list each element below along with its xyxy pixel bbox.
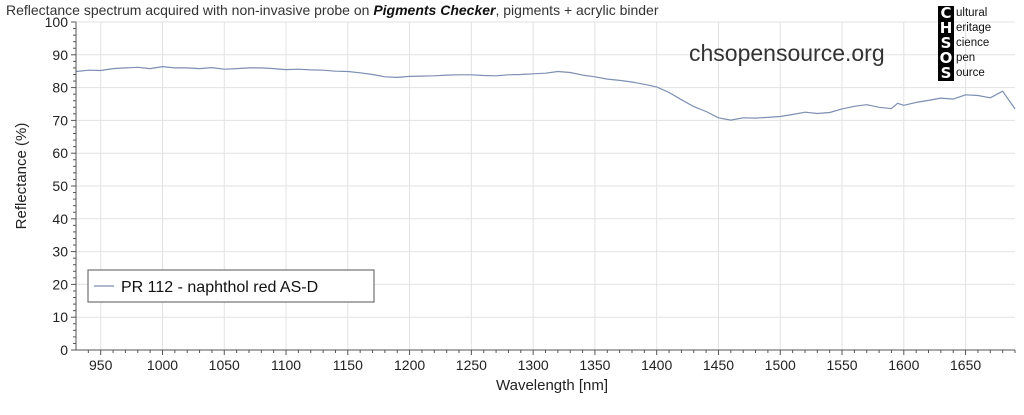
y-tick-label: 100 (45, 14, 69, 30)
y-tick-label: 50 (52, 178, 68, 194)
chart-title-prefix: Reflectance spectrum acquired with non-i… (6, 2, 374, 18)
series-line (75, 65, 1016, 121)
logo-word: pen (956, 52, 976, 64)
y-tick-label: 30 (52, 244, 68, 260)
x-tick-label: 1250 (456, 357, 487, 373)
y-axis-label: Reflectance (%) (13, 123, 30, 230)
chart-legend: PR 112 - naphthol red AS-D (87, 269, 375, 303)
x-tick-label: 1050 (209, 357, 240, 373)
logo-word: eritage (956, 22, 992, 34)
chart-title: Reflectance spectrum acquired with non-i… (6, 2, 659, 18)
x-tick-label: 1650 (950, 357, 981, 373)
x-tick-label: 1300 (518, 357, 549, 373)
y-tick-label: 60 (52, 145, 68, 161)
logo-word: cience (956, 37, 990, 49)
logo-letter: O (938, 49, 954, 67)
y-tick-label: 40 (52, 211, 68, 227)
x-tick-label: 1400 (641, 357, 672, 373)
x-tick-label: 1600 (888, 357, 919, 373)
logo-letter: C (938, 6, 954, 21)
logo-word: ource (956, 67, 985, 79)
y-tick-label: 10 (52, 309, 68, 325)
website-watermark: chsopensource.org (689, 40, 885, 66)
logo-letter: S (938, 66, 954, 81)
x-tick-label: 1000 (147, 357, 178, 373)
chart-title-bold: Pigments Checker (373, 2, 496, 18)
chart-axes: 0 10 20 30 40 50 60 70 80 90 100 950 1000 1050 1100 115… (45, 14, 1016, 373)
chart-title-suffix: , pigments + acrylic binder (495, 2, 659, 18)
x-tick-label: 1100 (271, 357, 301, 373)
logo-word: ultural (956, 7, 988, 19)
x-tick-label: 1550 (826, 357, 857, 373)
x-tick-label: 1500 (765, 357, 796, 373)
y-tick-label: 70 (52, 112, 68, 128)
x-axis-label: Wavelength [nm] (496, 377, 608, 394)
y-tick-label: 0 (60, 342, 68, 358)
y-tick-label: 80 (52, 80, 68, 96)
x-tick-label: 1150 (333, 357, 363, 373)
y-tick-label: 20 (52, 276, 68, 292)
x-tick-label: 1350 (579, 357, 610, 373)
y-tick-label: 90 (52, 47, 68, 63)
chart-series-layer (75, 65, 1016, 121)
x-tick-label: 950 (89, 357, 113, 373)
x-tick-label: 1450 (703, 357, 734, 373)
x-tick-label: 1200 (394, 357, 425, 373)
legend-label: PR 112 - naphthol red AS-D (121, 279, 318, 296)
logo-letter: H (938, 19, 954, 37)
logo-letter: S (938, 36, 954, 51)
legend-box (87, 269, 375, 303)
